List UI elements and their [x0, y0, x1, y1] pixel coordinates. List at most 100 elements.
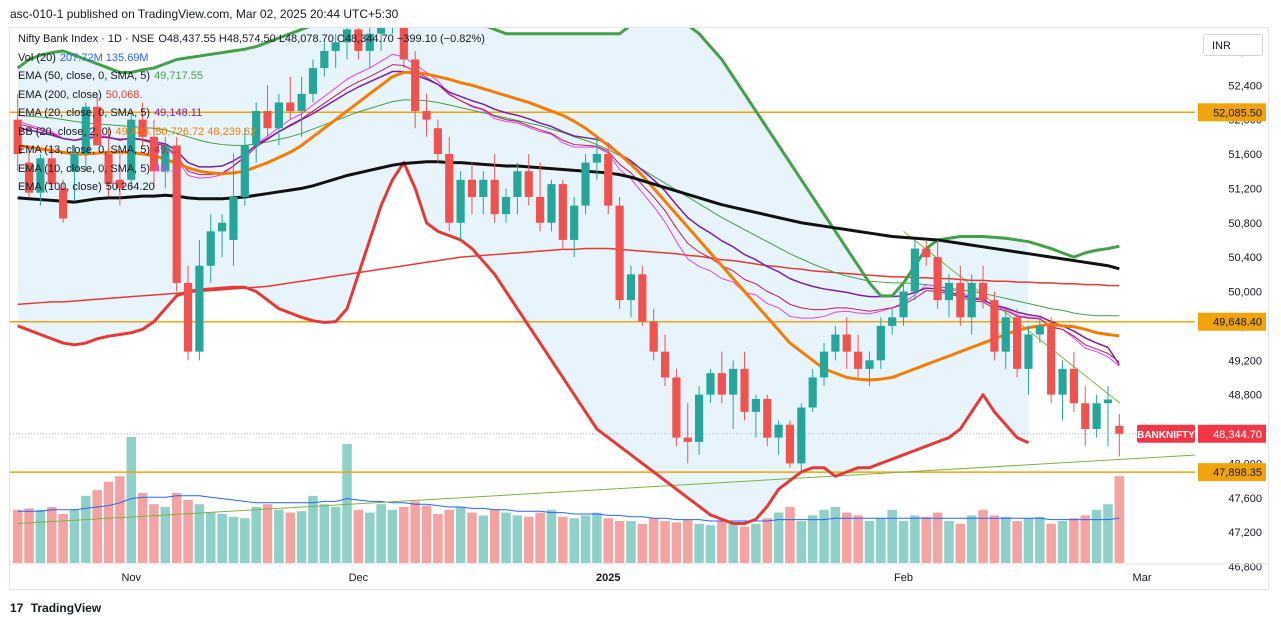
volume-bar — [24, 508, 34, 563]
volume-bar — [137, 493, 148, 563]
bb-middle-line — [17, 70, 1120, 382]
volume-bar — [455, 507, 466, 563]
legend-value: 49,… — [154, 144, 181, 156]
legend-value: 48,… — [154, 162, 181, 175]
candle-body — [638, 274, 647, 322]
volume-bar — [1069, 518, 1079, 563]
volume-bar — [717, 521, 727, 563]
symbol-label: BANKNIFTY — [1137, 430, 1195, 441]
legend-label: EMA (13, close, 0, SMA, 5) — [18, 144, 151, 156]
legend-label: EMA (100, close) — [18, 181, 102, 193]
volume-bar — [728, 523, 738, 563]
candle-body — [456, 179, 465, 223]
bollinger-band-fill — [17, 28, 1029, 524]
currency-selector[interactable]: INR — [1203, 34, 1263, 56]
volume-bar — [308, 495, 318, 563]
price-tick-label: 51,200 — [1228, 183, 1262, 195]
candle-body — [910, 248, 919, 292]
volume-bar — [433, 514, 443, 563]
volume-bar — [523, 516, 534, 563]
candle-body — [831, 334, 840, 352]
candle-body — [729, 368, 738, 395]
candle-body — [1024, 334, 1033, 369]
volume-bar — [444, 509, 455, 563]
ema100-line — [17, 160, 1120, 271]
candle-body — [1058, 368, 1067, 395]
volume-bar — [342, 444, 352, 563]
volume-bar — [46, 507, 57, 563]
candle-body — [274, 102, 283, 129]
volume-bar — [887, 509, 897, 563]
candle-body — [706, 373, 715, 395]
candle-body — [808, 377, 817, 408]
publish-header: asc-010-1 published on TradingView.com, … — [10, 7, 399, 21]
candle-body — [854, 351, 863, 369]
candle-body — [297, 93, 306, 112]
volume-bar — [1023, 518, 1034, 563]
candle-body — [445, 154, 454, 223]
candle-body — [308, 68, 318, 94]
candle-body — [865, 360, 874, 369]
candle-body — [320, 50, 329, 69]
last-price-label: 48,344.70 — [1213, 429, 1262, 441]
volume-bar — [1080, 515, 1091, 563]
volume-bar — [1091, 509, 1102, 563]
candle-body — [888, 317, 897, 326]
volume-bar — [274, 509, 284, 563]
price-chart[interactable]: 46,80047,20047,60048,00048,40048,80049,2… — [10, 28, 1268, 589]
volume-bar — [171, 493, 182, 563]
price-tick-label: 52,400 — [1228, 80, 1262, 92]
support-trendline — [17, 454, 1201, 525]
volume-bar — [773, 512, 784, 563]
tradingview-footer: 17 TradingView — [10, 601, 101, 615]
volume-bar — [69, 509, 80, 563]
candle-body — [490, 179, 499, 215]
candle-body — [547, 184, 556, 223]
volume-bar — [807, 515, 818, 563]
volume-bar — [944, 521, 954, 563]
volume-bar — [296, 511, 307, 563]
chart-frame[interactable]: 46,80047,20047,60048,00048,40048,80049,2… — [9, 27, 1269, 590]
legend-row: EMA (20, close, 0, SMA, 5) 49,148.11 — [18, 107, 202, 119]
candle-body — [1035, 325, 1044, 335]
volume-bar — [364, 512, 375, 563]
volume-bar — [376, 504, 386, 563]
volume-bar — [569, 518, 579, 563]
candle-body — [206, 231, 215, 266]
volume-bar — [592, 512, 602, 563]
volume-bar — [489, 509, 500, 563]
volume-bar — [819, 509, 829, 563]
candle-body — [785, 424, 795, 464]
candle-body — [479, 179, 488, 197]
volume-bar — [739, 526, 750, 563]
candle-body — [501, 196, 511, 215]
volume-bar — [501, 512, 511, 563]
volume-bar — [841, 512, 852, 563]
volume-bar — [330, 507, 341, 563]
candle-body — [263, 111, 272, 129]
volume-bar — [989, 515, 1000, 563]
candle-body — [218, 222, 227, 232]
candle-body — [13, 119, 22, 155]
volume-bar — [421, 505, 432, 563]
volume-bar — [978, 509, 988, 563]
candle-body — [354, 29, 363, 51]
volume-bar — [319, 504, 330, 563]
volume-bar — [966, 515, 977, 563]
volume-bar — [694, 523, 704, 563]
candle-body — [240, 145, 249, 197]
legend-value: 50,264.20 — [105, 181, 155, 193]
volume-bar — [126, 437, 137, 563]
time-tick-label: 2025 — [596, 572, 620, 584]
candle-body — [1092, 403, 1101, 430]
legend-value: O48,437.55 H48,574.50 L48,078.70 C48,344… — [158, 33, 485, 45]
legend-label: EMA (10, close, 0, SMA, 5) — [18, 162, 151, 175]
volume-bar — [898, 521, 909, 563]
legend-label: EMA (20, close, 0, SMA, 5) — [18, 107, 151, 119]
volume-bar — [1114, 476, 1125, 563]
volume-bar — [285, 512, 296, 563]
legend-row: BB (20, close, 2, 0) 49,483. 50,726.72 48… — [18, 126, 256, 138]
candle-body — [592, 154, 601, 163]
level-price-tag — [1198, 312, 1266, 331]
last-price-tag — [1198, 424, 1266, 443]
